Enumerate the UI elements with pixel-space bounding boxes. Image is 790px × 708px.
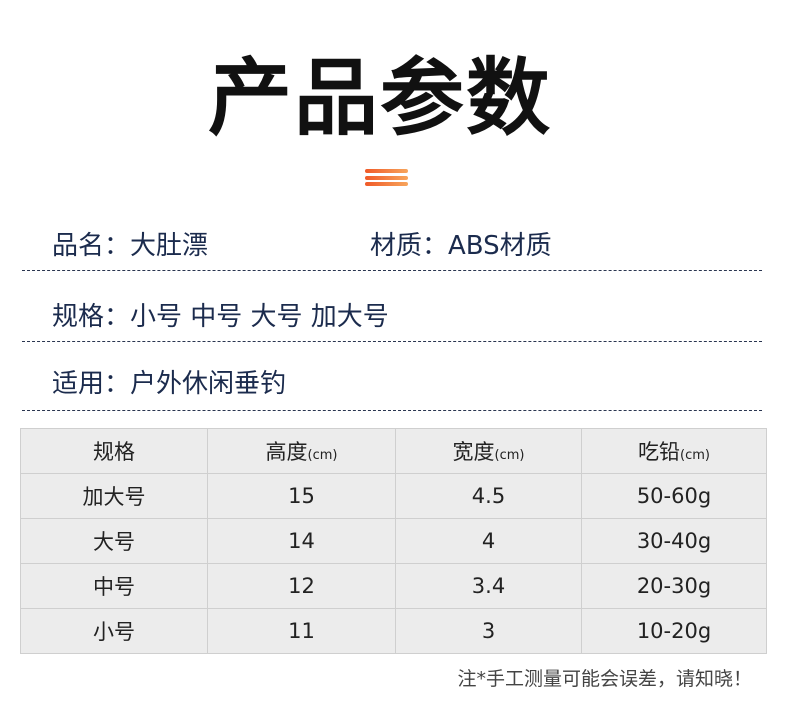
divider [22, 341, 762, 342]
cell-lead: 50-60g [581, 473, 767, 519]
table-row: 小号 11 3 10-20g [20, 608, 767, 654]
cell-height: 12 [207, 563, 396, 609]
cell-width: 4.5 [395, 473, 582, 519]
cell-width: 3 [395, 608, 582, 654]
header-unit: (cm) [680, 448, 710, 463]
cell-width: 4 [395, 518, 582, 564]
cell-size: 大号 [20, 518, 208, 564]
cell-height: 14 [207, 518, 396, 564]
table-row: 加大号 15 4.5 50-60g [20, 473, 767, 519]
orange-stripes-icon [365, 169, 408, 189]
header-label: 宽度 [452, 440, 495, 464]
header-label: 吃铅 [638, 440, 681, 464]
cell-height: 15 [207, 473, 396, 519]
cell-size: 小号 [20, 608, 208, 654]
product-material: 材质：ABS材质 [370, 231, 552, 261]
header-label: 高度 [265, 440, 308, 464]
cell-size: 中号 [20, 563, 208, 609]
header-cell: 规格 [20, 428, 208, 474]
table-row: 中号 12 3.4 20-30g [20, 563, 767, 609]
header-cell: 高度(cm) [207, 428, 396, 474]
cell-height: 11 [207, 608, 396, 654]
product-name: 品名：大肚漂 [52, 231, 209, 261]
cell-lead: 10-20g [581, 608, 767, 654]
cell-lead: 30-40g [581, 518, 767, 564]
header-unit: (cm) [494, 448, 525, 463]
spec-table: 规格 高度(cm) 宽度(cm) 吃铅(cm) 加大号 15 4.5 50-60… [20, 428, 767, 654]
measurement-note: 注*手工测量可能会误差，请知晓！ [457, 668, 752, 690]
cell-width: 3.4 [395, 563, 582, 609]
header-cell: 宽度(cm) [395, 428, 582, 474]
header-unit: (cm) [307, 448, 338, 463]
page-title: 产品参数 [207, 49, 552, 147]
cell-lead: 20-30g [581, 563, 767, 609]
header-label: 规格 [93, 440, 135, 464]
header-cell: 吃铅(cm) [581, 428, 767, 474]
product-spec: 规格：小号 中号 大号 加大号 [52, 302, 389, 332]
table-row: 大号 14 4 30-40g [20, 518, 767, 564]
divider [22, 410, 762, 411]
divider [22, 270, 762, 271]
cell-size: 加大号 [20, 473, 208, 519]
product-usage: 适用：户外休闲垂钓 [52, 369, 287, 399]
table-header-row: 规格 高度(cm) 宽度(cm) 吃铅(cm) [20, 428, 767, 474]
